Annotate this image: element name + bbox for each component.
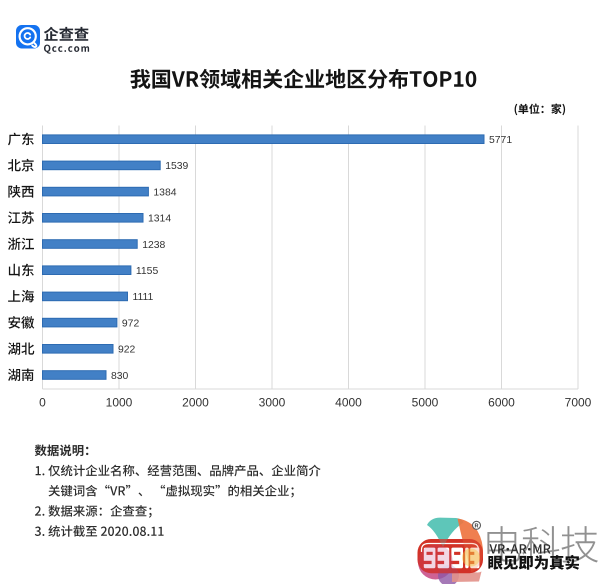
svg-text:1111: 1111 xyxy=(133,292,154,303)
svg-text:4000: 4000 xyxy=(335,396,362,410)
svg-text:1314: 1314 xyxy=(148,214,171,225)
svg-text:R: R xyxy=(474,524,478,530)
svg-text:7000: 7000 xyxy=(565,396,592,410)
svg-text:972: 972 xyxy=(122,318,140,329)
svg-text:5771: 5771 xyxy=(489,135,512,146)
svg-text:0: 0 xyxy=(39,396,46,410)
svg-text:2000: 2000 xyxy=(182,396,209,410)
svg-text:922: 922 xyxy=(118,345,136,356)
svg-text:3000: 3000 xyxy=(259,396,286,410)
svg-text:830: 830 xyxy=(111,371,129,382)
svg-text:1000: 1000 xyxy=(106,396,133,410)
svg-text:5000: 5000 xyxy=(412,396,439,410)
svg-text:1539: 1539 xyxy=(165,161,188,172)
svg-text:6000: 6000 xyxy=(488,396,515,410)
svg-text:1155: 1155 xyxy=(136,266,159,277)
svg-text:1238: 1238 xyxy=(142,240,165,251)
svg-text:1384: 1384 xyxy=(153,187,176,198)
